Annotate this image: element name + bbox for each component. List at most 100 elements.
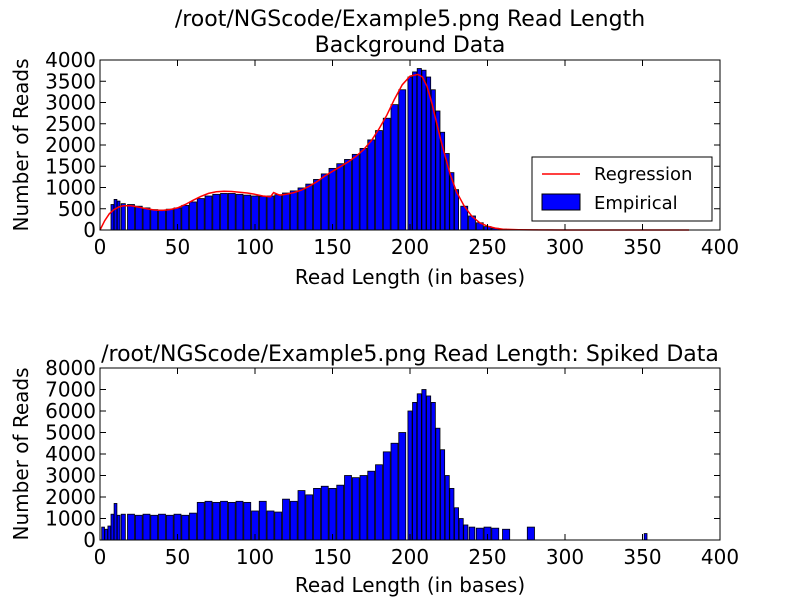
bar <box>266 510 275 541</box>
bar <box>289 500 298 541</box>
bar <box>220 500 228 541</box>
bar <box>266 195 275 231</box>
bar <box>142 207 151 231</box>
x-tick-label: 50 <box>165 235 190 259</box>
x-tick-label: 300 <box>546 235 584 259</box>
bar <box>212 501 221 541</box>
y-tick-label: 4000 <box>45 48 96 72</box>
legend-regression-label: Regression <box>594 164 692 185</box>
bar <box>526 526 535 541</box>
bar <box>491 527 500 541</box>
bar <box>313 487 321 541</box>
y-tick-label: 3000 <box>45 464 96 488</box>
bar <box>328 167 337 231</box>
x-axis-label: Read Length (in bases) <box>295 265 525 289</box>
bar <box>227 501 236 541</box>
bar <box>313 179 321 231</box>
bar <box>367 470 376 541</box>
bar <box>390 104 399 231</box>
bar <box>412 71 418 231</box>
x-tick-label: 0 <box>94 235 107 259</box>
bar <box>165 208 174 231</box>
x-tick-label: 400 <box>701 235 739 259</box>
bar <box>116 514 121 541</box>
background-data-chart: /root/NGScode/Example5.png Read Length B… <box>9 7 739 289</box>
y-tick-label: 7000 <box>45 378 96 402</box>
x-tick-label: 150 <box>313 235 351 259</box>
x-tick-label: 250 <box>468 235 506 259</box>
bar <box>127 204 135 231</box>
bar <box>297 187 306 231</box>
bar <box>458 518 464 541</box>
x-tick-label: 0 <box>94 545 107 569</box>
bar <box>235 193 244 231</box>
bar <box>258 500 267 541</box>
bar <box>289 190 298 231</box>
bar <box>463 524 469 541</box>
bar <box>336 484 345 541</box>
bar <box>390 442 399 541</box>
empirical-bars <box>110 68 632 231</box>
x-tick-label: 250 <box>468 545 506 569</box>
bar <box>426 395 432 541</box>
bar <box>113 198 118 231</box>
x-tick-label: 400 <box>701 545 739 569</box>
x-tick-label: 300 <box>546 545 584 569</box>
bar <box>412 401 418 541</box>
y-tick-label: 0 <box>83 218 96 242</box>
bar <box>212 193 221 231</box>
y-tick-label: 1000 <box>45 176 96 200</box>
chart-title: /root/NGScode/Example5.png Read Length: … <box>101 342 719 367</box>
bar <box>449 487 455 541</box>
bar <box>189 512 197 541</box>
bar <box>359 147 368 231</box>
y-tick-label: 6000 <box>45 399 96 423</box>
bar <box>426 76 432 231</box>
bar <box>227 193 236 231</box>
y-tick-label: 2500 <box>45 112 96 136</box>
bar <box>305 183 314 231</box>
bar <box>407 410 413 541</box>
bar <box>351 153 360 231</box>
x-tick-label: 50 <box>165 545 190 569</box>
y-tick-label: 500 <box>58 197 96 221</box>
bar <box>421 389 427 541</box>
spiked-data-chart: /root/NGScode/Example5.png Read Length: … <box>9 342 739 597</box>
bar <box>351 477 360 541</box>
bar <box>407 76 413 231</box>
bar <box>127 513 135 541</box>
bar <box>421 69 427 231</box>
bar <box>150 514 159 541</box>
bar <box>120 203 126 231</box>
bar <box>104 528 108 541</box>
bar <box>398 89 407 231</box>
regression-line <box>99 73 689 231</box>
y-axis-label: Number of Reads <box>9 58 33 231</box>
bar <box>320 485 329 541</box>
bar <box>150 209 159 231</box>
bar <box>454 507 460 541</box>
bar <box>204 500 213 541</box>
y-tick-label: 2000 <box>45 133 96 157</box>
x-tick-label: 200 <box>391 545 429 569</box>
bar <box>107 525 112 541</box>
bar <box>305 494 314 541</box>
x-tick-label: 150 <box>313 545 351 569</box>
bar <box>142 513 151 541</box>
y-tick-label: 8000 <box>45 356 96 380</box>
chart-title-line-2: Background Data <box>315 33 506 58</box>
bar <box>435 427 441 541</box>
bar <box>235 500 244 541</box>
bar <box>120 513 126 541</box>
axis-ticks: 0 50 100 150 200 250 300 350 4000500100015002000… <box>45 48 739 259</box>
bar <box>375 130 383 231</box>
bar <box>475 527 484 541</box>
bar <box>440 449 446 541</box>
chart-title-line-1: /root/NGScode/Example5.png Read Length <box>175 7 645 32</box>
bar <box>204 195 213 231</box>
x-axis-label: Read Length (in bases) <box>295 573 525 597</box>
y-tick-label: 0 <box>83 528 96 552</box>
y-tick-label: 4000 <box>45 442 96 466</box>
bar <box>243 501 252 541</box>
bar <box>189 201 197 231</box>
